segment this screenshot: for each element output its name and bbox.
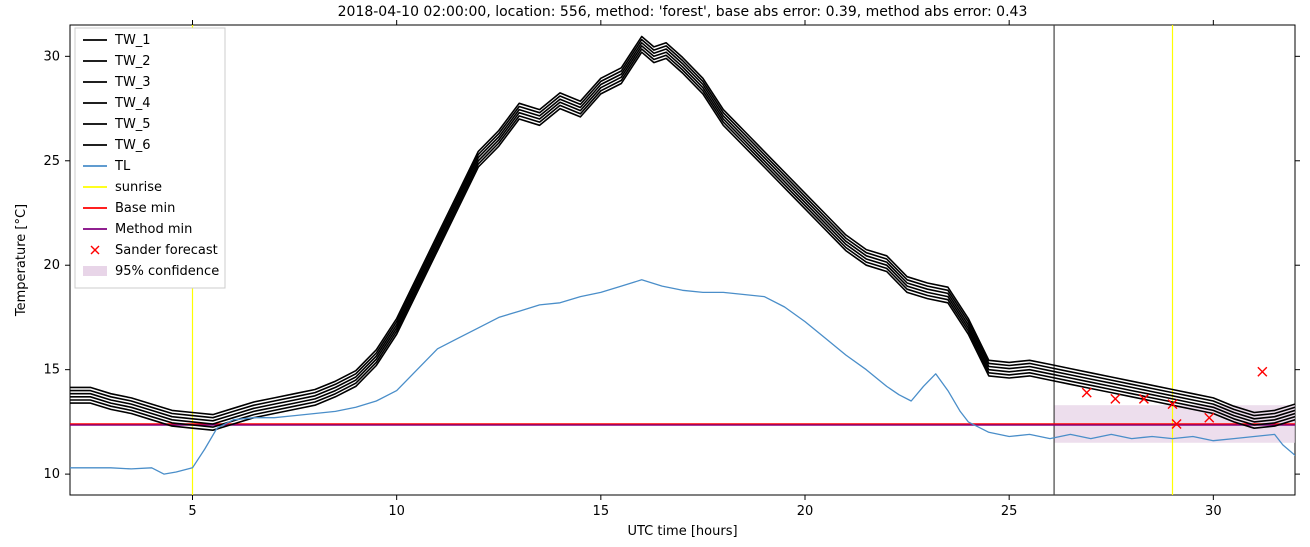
legend-label: Method min [115,222,192,237]
legend: TW_1 TW_2 TW_3 TW_4 TW_5 TW_6 TL sunrise Base mi… [75,28,225,288]
legend-label: TW_4 [114,96,151,111]
y-axis-label: Temperature [°C] [14,204,29,317]
chart-title: 2018-04-10 02:00:00, location: 556, meth… [338,4,1028,20]
legend-label: 95% confidence [115,264,219,279]
legend-label: TL [114,159,131,174]
legend-label: TW_5 [114,117,151,132]
x-axis-label: UTC time [hours] [627,524,737,539]
x-tick-label: 15 [593,504,610,519]
legend-label: TW_1 [114,33,151,48]
y-tick-label: 20 [43,258,60,273]
legend-label: Base min [115,201,175,216]
y-tick-label: 25 [43,154,60,169]
y-tick-label: 30 [43,49,60,64]
x-tick-label: 10 [388,504,405,519]
legend-label: TW_2 [114,54,151,69]
y-tick-label: 10 [43,467,60,482]
chart-container: 5 10 15 20 25 30 10 15 20 25 30 UTC time [hours] Tem… [0,0,1310,547]
x-tick-label: 5 [188,504,196,519]
x-tick-label: 30 [1205,504,1222,519]
legend-label: TW_3 [114,75,151,90]
legend-label: Sander forecast [115,243,218,258]
legend-label: TW_6 [114,138,151,153]
x-tick-label: 25 [1001,504,1018,519]
legend-label: sunrise [115,180,162,195]
y-tick-label: 15 [43,363,60,378]
x-tick-label: 20 [797,504,814,519]
temperature-chart: 5 10 15 20 25 30 10 15 20 25 30 UTC time [hours] Tem… [0,0,1310,547]
